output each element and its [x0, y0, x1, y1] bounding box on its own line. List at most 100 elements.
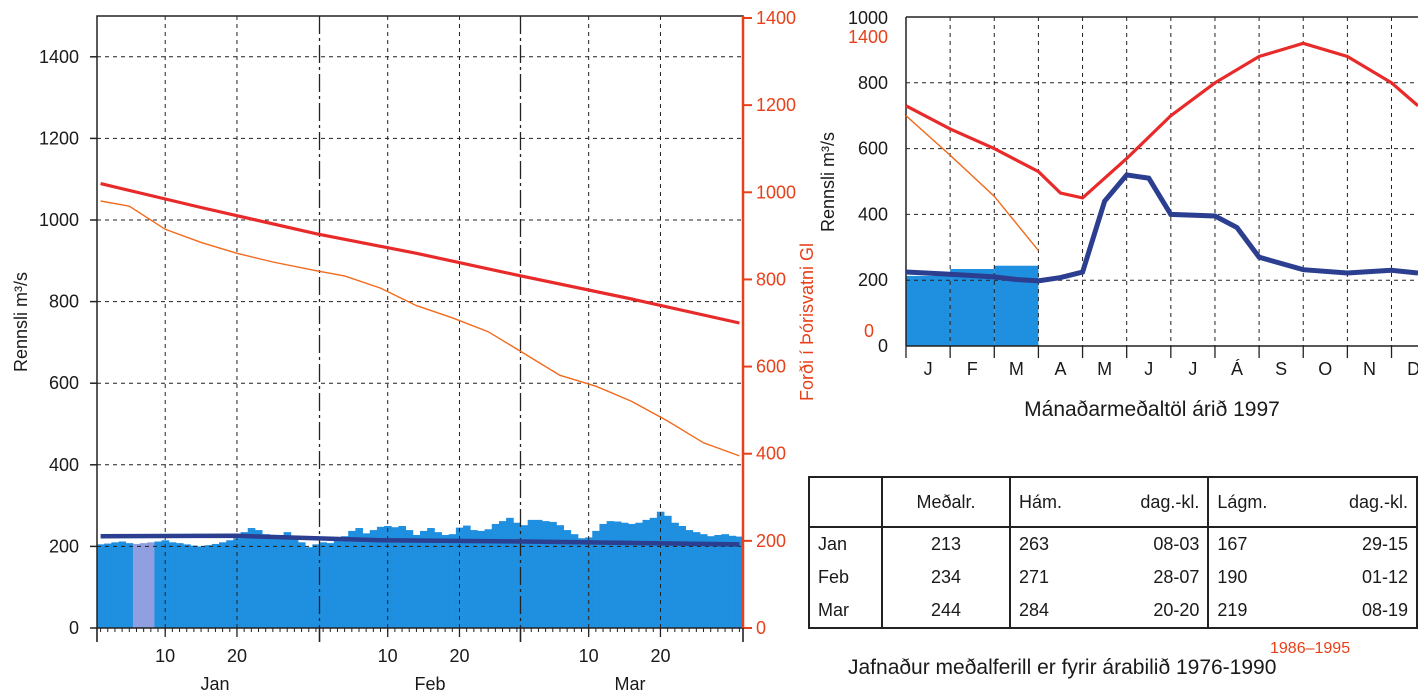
row-min: 190: [1207, 561, 1307, 594]
flow-bar: [441, 534, 450, 628]
flow-bar: [570, 534, 579, 628]
header-min-date: dag.-kl.: [1306, 477, 1417, 528]
caption-text: Jafnaður meðalferill er fyrir árabilið 1…: [848, 656, 1277, 679]
flow-bar: [592, 530, 600, 628]
x-tick-label: 10: [579, 646, 599, 666]
flow-bar: [341, 536, 349, 628]
reservoir-mean-line: [100, 200, 740, 457]
flow-bar: [233, 538, 241, 628]
flow-bar: [448, 534, 457, 628]
header-min: Lágm.: [1207, 477, 1307, 528]
flow-bar: [556, 525, 564, 628]
flow-bar: [104, 543, 112, 628]
month-label: Feb: [414, 674, 445, 694]
flow-bar: [714, 534, 722, 628]
table-corner: [809, 477, 882, 528]
y-right-tick-label: 400: [756, 444, 786, 464]
flow-bar: [412, 534, 421, 628]
month-category-label: M: [1009, 359, 1024, 379]
header-max-date: dag.-kl.: [1097, 477, 1209, 528]
y-right-tick-label: 1000: [756, 182, 796, 202]
y-right-tick-label: 1400: [756, 8, 796, 28]
month-category-label: N: [1363, 359, 1376, 379]
flow-bar: [333, 540, 342, 628]
flow-bar: [491, 523, 500, 628]
x-tick-label: 10: [155, 646, 175, 666]
table-row: Mar 244 284 20-20 219 08-19: [809, 593, 1417, 628]
flow-bar: [132, 543, 141, 628]
month-category-label: S: [1275, 359, 1287, 379]
reservoir-line: [100, 182, 740, 325]
row-max-date: 28-07: [1153, 566, 1200, 587]
flow-bar: [391, 527, 399, 628]
y-right-tick-label: 600: [756, 357, 786, 377]
y-tick-label: 0: [69, 618, 79, 638]
flow-bar: [168, 542, 177, 628]
flow-bar: [707, 536, 715, 628]
row-month: Feb: [818, 566, 850, 587]
flow-bar: [628, 523, 636, 628]
caption-years: 1986–1995: [1270, 640, 1351, 657]
y-axis-title: Rennsli m³/s: [818, 132, 838, 232]
flow-bar: [125, 543, 134, 628]
flow-bar: [463, 525, 471, 628]
flow-bar: [735, 536, 744, 628]
month-category-label: F: [967, 359, 978, 379]
y-tick-label: 800: [858, 73, 888, 93]
flow-bar: [240, 532, 249, 628]
mean-flow-line: [100, 533, 740, 547]
monthly-bar: [906, 275, 951, 346]
y-tick-label: 600: [49, 373, 79, 393]
flow-bar: [419, 530, 428, 628]
table-row: Jan 213 263 08-03 167 29-15: [809, 527, 1417, 562]
row-max: 263: [1009, 527, 1098, 562]
flow-bar: [692, 532, 701, 628]
flow-bar: [154, 541, 163, 628]
row-max: 271: [1009, 561, 1098, 594]
flow-bar: [204, 545, 213, 628]
flow-bar: [549, 521, 557, 628]
flow-bar: [721, 534, 730, 628]
row-max: 284: [1009, 593, 1098, 628]
y-tick-label: 1000: [39, 210, 79, 230]
flow-bar: [470, 530, 478, 628]
flow-bar: [355, 528, 363, 628]
month-category-label: J: [1144, 359, 1153, 379]
y-tick-label: 1200: [39, 128, 79, 148]
flow-bar: [226, 540, 234, 628]
flow-bar: [620, 522, 629, 628]
flow-bar: [585, 537, 593, 628]
x-tick-label: 20: [227, 646, 247, 666]
y-right-scale-top: 1400: [848, 27, 888, 47]
stats-table: Meðalr. Hám. dag.-kl. Lágm. dag.-kl. Jan…: [808, 476, 1418, 629]
y-tick-label: 200: [858, 270, 888, 290]
flow-bar: [290, 537, 299, 628]
month-category-label: Á: [1231, 359, 1243, 379]
flow-bar: [183, 544, 191, 628]
flow-bar: [297, 542, 306, 628]
flow-bar: [513, 522, 521, 628]
y-right-tick-label: 1200: [756, 95, 796, 115]
row-min: 219: [1207, 593, 1307, 628]
table-header-row: Meðalr. Hám. dag.-kl. Lágm. dag.-kl.: [809, 477, 1417, 528]
month-category-label: A: [1054, 359, 1066, 379]
flow-bar: [312, 544, 320, 628]
month-category-label: M: [1097, 359, 1112, 379]
flow-bar: [211, 543, 220, 628]
y-tick-label: 400: [49, 455, 79, 475]
flow-bar: [197, 546, 206, 628]
y-tick-label: 0: [878, 336, 888, 356]
reservoir-line: [905, 41, 1418, 200]
y-axis-title: Rennsli m³/s: [11, 272, 31, 372]
month-category-label: O: [1318, 359, 1332, 379]
flow-bar: [434, 532, 442, 628]
flow-bar: [664, 515, 672, 628]
flow-bar: [484, 529, 493, 628]
reservoir-1997-line: [905, 115, 1039, 252]
x-tick-label: 20: [650, 646, 670, 666]
flow-bar: [699, 534, 708, 628]
row-mean: 244: [881, 593, 1010, 628]
y-tick-label: 1400: [39, 47, 79, 67]
